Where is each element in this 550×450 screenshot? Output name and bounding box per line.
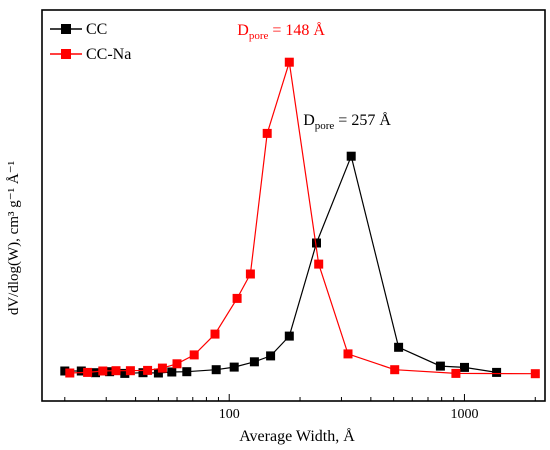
data-point <box>91 368 100 378</box>
x-tick-label: 100 <box>219 407 240 422</box>
legend-label: CC-Na <box>86 46 131 63</box>
data-point <box>172 359 182 369</box>
data-point <box>314 259 324 269</box>
x-tick-label: 1000 <box>450 407 478 422</box>
data-point <box>245 269 255 279</box>
series-layer <box>60 57 540 379</box>
data-point <box>111 366 121 376</box>
legend-label: CC <box>86 21 107 38</box>
legend: CC CC-Na <box>50 21 131 63</box>
data-point <box>138 368 148 378</box>
x-axis-label: Average Width, Å <box>239 427 355 445</box>
data-point <box>390 365 400 375</box>
data-point <box>492 367 502 377</box>
data-point <box>211 365 221 375</box>
legend-marker <box>61 49 71 59</box>
data-point <box>167 367 177 377</box>
legend-entry: CC-Na <box>50 46 131 63</box>
data-point <box>343 349 353 359</box>
annotation-sub: pore <box>315 120 335 132</box>
plot-frame <box>41 9 546 402</box>
annotation-main: D <box>237 22 249 39</box>
data-point <box>120 368 130 378</box>
data-point <box>182 367 192 377</box>
data-point <box>451 368 461 378</box>
annotation-value: = 257 Å <box>334 111 391 129</box>
plot-area: 100 1000 <box>41 9 546 422</box>
data-point <box>105 367 115 377</box>
data-point <box>460 362 469 372</box>
legend-marker <box>61 24 71 34</box>
data-point <box>312 238 321 248</box>
data-point <box>65 368 75 378</box>
data-point <box>262 128 272 138</box>
series-cc <box>60 151 502 378</box>
data-point <box>266 351 276 361</box>
legend-entry: CC <box>50 21 107 38</box>
data-point <box>346 151 356 161</box>
data-point <box>210 329 220 339</box>
series-line <box>64 154 497 375</box>
data-point <box>284 331 294 341</box>
data-point <box>232 293 242 303</box>
data-point <box>60 366 70 376</box>
pore-annotation: Dpore = 148 Å <box>237 21 325 42</box>
data-point <box>435 361 445 371</box>
data-point <box>394 342 404 352</box>
data-point <box>143 365 153 375</box>
annotation-main: D <box>303 112 315 129</box>
data-point <box>229 362 239 372</box>
data-point <box>530 369 540 379</box>
pore-annotation: Dpore = 257 Å <box>303 111 391 132</box>
data-point <box>153 368 163 378</box>
annotation-sub: pore <box>249 30 269 42</box>
data-point <box>157 363 167 373</box>
data-point <box>125 366 135 376</box>
data-point <box>189 350 199 360</box>
series-line <box>69 62 536 375</box>
data-point <box>76 366 86 376</box>
data-point <box>98 366 108 376</box>
data-point <box>83 367 93 377</box>
data-point <box>249 357 259 367</box>
y-axis-label: dV/dlog(W), cm³ g⁻¹ Å⁻¹ <box>6 161 22 315</box>
series-cc-na <box>65 57 540 379</box>
data-point <box>284 57 294 67</box>
annotation-value: = 148 Å <box>268 21 325 39</box>
